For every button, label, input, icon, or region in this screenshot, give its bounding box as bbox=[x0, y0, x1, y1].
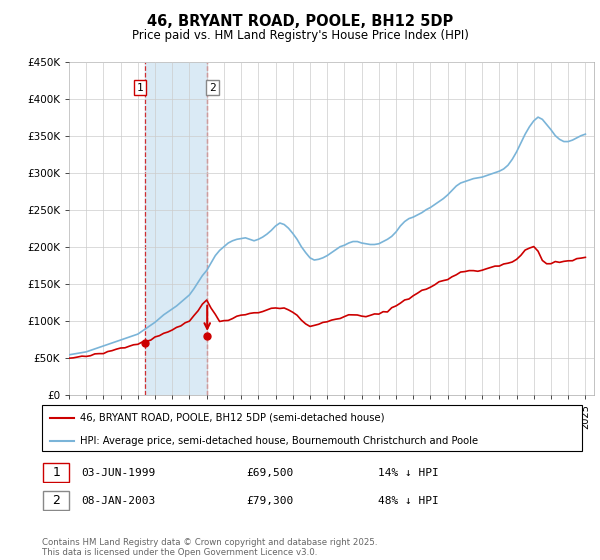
Text: 2: 2 bbox=[52, 494, 61, 507]
Text: HPI: Average price, semi-detached house, Bournemouth Christchurch and Poole: HPI: Average price, semi-detached house,… bbox=[80, 436, 478, 446]
Text: Price paid vs. HM Land Registry's House Price Index (HPI): Price paid vs. HM Land Registry's House … bbox=[131, 29, 469, 42]
Text: Contains HM Land Registry data © Crown copyright and database right 2025.
This d: Contains HM Land Registry data © Crown c… bbox=[42, 538, 377, 557]
Text: 2: 2 bbox=[209, 82, 216, 92]
Text: £79,300: £79,300 bbox=[246, 496, 293, 506]
FancyBboxPatch shape bbox=[42, 405, 582, 451]
Text: 1: 1 bbox=[52, 466, 61, 479]
Text: 14% ↓ HPI: 14% ↓ HPI bbox=[378, 468, 439, 478]
FancyBboxPatch shape bbox=[43, 463, 70, 482]
Text: 46, BRYANT ROAD, POOLE, BH12 5DP (semi-detached house): 46, BRYANT ROAD, POOLE, BH12 5DP (semi-d… bbox=[80, 413, 385, 423]
Text: 08-JAN-2003: 08-JAN-2003 bbox=[81, 496, 155, 506]
Text: 1: 1 bbox=[137, 82, 143, 92]
Text: 03-JUN-1999: 03-JUN-1999 bbox=[81, 468, 155, 478]
Text: 46, BRYANT ROAD, POOLE, BH12 5DP: 46, BRYANT ROAD, POOLE, BH12 5DP bbox=[147, 14, 453, 29]
FancyBboxPatch shape bbox=[43, 491, 70, 510]
Text: 48% ↓ HPI: 48% ↓ HPI bbox=[378, 496, 439, 506]
Text: £69,500: £69,500 bbox=[246, 468, 293, 478]
Bar bbox=[145, 62, 207, 395]
